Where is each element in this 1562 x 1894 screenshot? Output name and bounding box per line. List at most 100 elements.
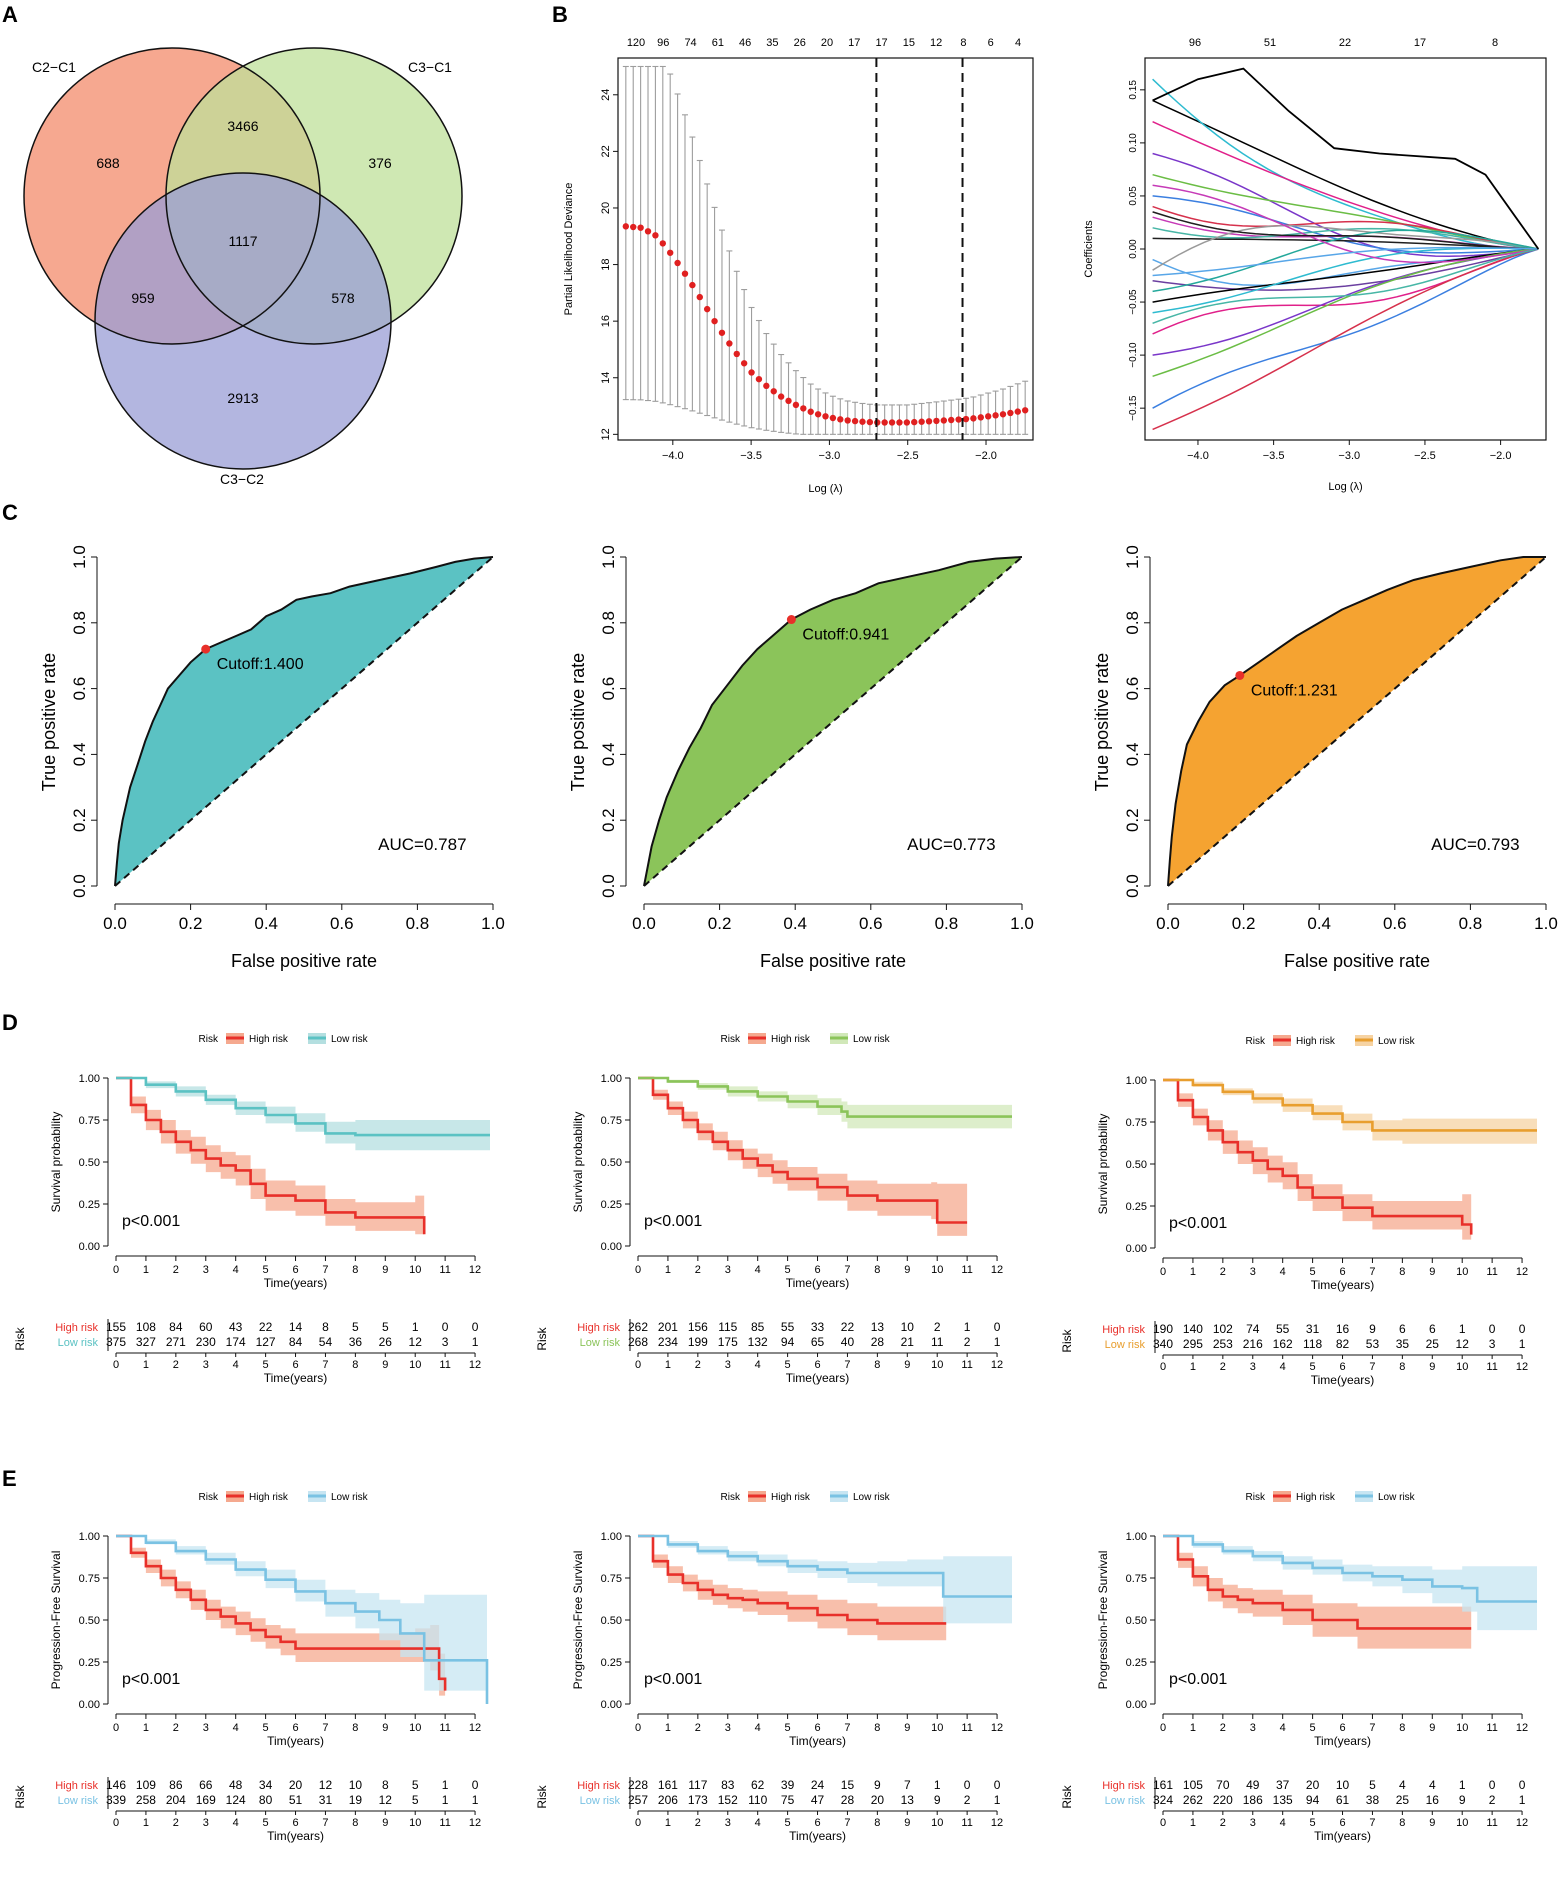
high-risk-confidence-band [116, 1078, 425, 1246]
risk-table-x-tick-label: 4 [233, 1817, 239, 1829]
x-tick-label: 0.4 [783, 914, 807, 933]
x-tick-label: 9 [904, 1264, 910, 1276]
low-risk-survival-curve [116, 1534, 489, 1704]
risk-table-low-value: 51 [289, 1793, 303, 1807]
risk-table-low-value: 324 [1153, 1793, 1173, 1807]
risk-table-x-title: Time(years) [1311, 1373, 1375, 1387]
risk-table-high-value: 10 [349, 1778, 363, 1792]
x-tick-label: 4 [1280, 1722, 1286, 1734]
x-axis-title: Time(years) [786, 1276, 850, 1290]
x-tick-label: 8 [1399, 1266, 1405, 1278]
risk-table-x-tick-label: 10 [1456, 1817, 1468, 1829]
coefficient-path [1152, 99, 1539, 250]
risk-table-x-tick-label: 0 [635, 1359, 641, 1371]
coefficient-path [1152, 229, 1539, 293]
x-tick-label: 12 [469, 1722, 481, 1734]
risk-table-high-value: 161 [1153, 1778, 1173, 1792]
risk-table-high-value: 31 [1306, 1322, 1320, 1336]
risk-table-high-value: 39 [781, 1778, 795, 1792]
deviance-point [718, 329, 726, 336]
risk-table-high-label: High risk [577, 1780, 620, 1792]
risk-table-high-value: 48 [229, 1778, 243, 1792]
risk-table-low-value: 258 [136, 1793, 156, 1807]
risk-table-high-value: 14 [289, 1320, 303, 1334]
risk-table-high-value: 62 [751, 1778, 765, 1792]
high-risk-confidence-band [1163, 1536, 1472, 1649]
low-risk-survival-curve [116, 1076, 490, 1137]
risk-table-low-value: 1 [442, 1793, 449, 1807]
coefficient-path [1152, 225, 1539, 271]
deviance-point [962, 415, 970, 423]
top-axis-label: 4 [1015, 37, 1021, 49]
x-axis-title: False positive rate [1284, 951, 1430, 971]
risk-table-x-tick-label: 9 [382, 1817, 388, 1829]
risk-table-x-tick-label: 5 [1310, 1817, 1316, 1829]
risk-table-low-value: 38 [1366, 1793, 1380, 1807]
risk-table-x-tick-label: 1 [665, 1359, 671, 1371]
coefficient-path [1152, 248, 1539, 291]
top-axis-label: 96 [1189, 37, 1201, 49]
risk-table-x-tick-label: 6 [1339, 1361, 1345, 1373]
legend-label-low: Low risk [853, 1492, 891, 1503]
risk-table-high-value: 5 [1369, 1778, 1376, 1792]
legend-label-low: Low risk [331, 1492, 369, 1503]
risk-table-low-value: 11 [931, 1335, 944, 1349]
risk-table-x-tick-label: 2 [695, 1359, 701, 1371]
risk-table-high-value: 0 [472, 1320, 479, 1334]
y-axis-title: Progression-Free Survival [1096, 1551, 1110, 1690]
x-tick-label: 11 [1486, 1722, 1497, 1734]
low-risk-confidence-band [1163, 1080, 1537, 1144]
deviance-point [866, 418, 874, 426]
y-tick-label: 0.50 [601, 1157, 622, 1169]
risk-table-low-label: Low risk [1105, 1795, 1146, 1807]
x-tick-label: 7 [322, 1722, 328, 1734]
auc-label: AUC=0.787 [378, 835, 466, 854]
x-tick-label: 2 [1220, 1722, 1226, 1734]
risk-table-high-value: 85 [751, 1320, 765, 1334]
y-tick-label: 0.75 [601, 1573, 622, 1585]
risk-table-x-tick-label: 7 [844, 1817, 850, 1829]
top-axis-label: 17 [1414, 37, 1426, 49]
risk-table-x-tick-label: 3 [725, 1817, 731, 1829]
deviance-point [940, 417, 948, 424]
y-tick-label: 0.4 [1123, 743, 1142, 767]
deviance-point [770, 388, 777, 395]
x-axis-title: Time(years) [264, 1276, 328, 1290]
legend-title: Risk [199, 1034, 219, 1045]
risk-table-x-tick-label: 12 [1516, 1361, 1528, 1373]
y-tick-label: 1.00 [601, 1531, 622, 1543]
x-tick-label: 12 [991, 1264, 1003, 1276]
risk-table-low-value: 135 [1273, 1793, 1293, 1807]
risk-table-low-value: 12 [409, 1335, 423, 1349]
risk-table-low-value: 20 [871, 1793, 885, 1807]
risk-table-high-value: 5 [382, 1320, 389, 1334]
venn-count-c3c1-only: 376 [368, 155, 392, 171]
y-tick-label: 0.25 [1126, 1657, 1147, 1669]
risk-table-x-tick-label: 5 [1310, 1361, 1316, 1373]
risk-table-x-tick-label: 12 [991, 1817, 1003, 1829]
y-tick-label: 0.50 [601, 1615, 622, 1627]
risk-table-x-tick-label: 0 [635, 1817, 641, 1829]
x-tick-label: 8 [352, 1264, 358, 1276]
p-value-label: p<0.001 [644, 1671, 702, 1688]
p-value-label: p<0.001 [1169, 1215, 1227, 1232]
y-tick-label: 0.8 [70, 611, 89, 635]
risk-table-x-tick-label: 2 [1220, 1817, 1226, 1829]
high-risk-confidence-band [638, 1078, 968, 1236]
risk-table-low-value: 257 [628, 1793, 648, 1807]
risk-table-low-label: Low risk [580, 1337, 621, 1349]
y-tick-label: 0.0 [1123, 874, 1142, 898]
risk-table-high-value: 262 [628, 1320, 648, 1334]
coefficient-path [1152, 248, 1539, 325]
top-axis-label: 8 [960, 37, 966, 49]
x-tick-label: 0.8 [406, 914, 430, 933]
x-tick-label: 9 [1429, 1722, 1435, 1734]
risk-table-title: Risk [1060, 1784, 1074, 1808]
risk-table-high-value: 55 [781, 1320, 795, 1334]
y-tick-label: 1.00 [1126, 1531, 1147, 1543]
auc-label: AUC=0.793 [1431, 835, 1519, 854]
low-risk-confidence-band [116, 1536, 487, 1704]
y-axis-title: Survival probability [1096, 1114, 1110, 1215]
y-tick-label: 0.00 [1126, 1699, 1147, 1711]
high-risk-survival-curve [1163, 1534, 1472, 1630]
